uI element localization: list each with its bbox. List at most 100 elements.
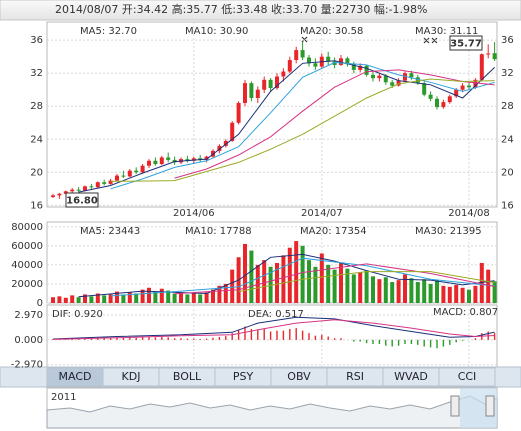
candle-body [89,186,94,188]
indicator-label: MA10: 17788 [185,226,252,237]
y-tick-label-right: 36 [501,35,514,46]
y-tick-label: -2.970 [11,360,43,371]
volume-bar [70,295,75,303]
volume-bar [83,294,87,303]
volume-bar [300,245,305,303]
volume-bar [63,297,68,303]
candle-body [396,80,401,86]
candle-body [83,186,87,191]
volume-bar [422,279,427,303]
volume-bar [127,292,132,303]
y-tick-label-right: 32 [501,68,514,79]
y-tick-label: 0 [37,298,43,309]
candle-body [108,180,113,184]
candle-body [268,79,273,89]
volume-bar [76,297,81,303]
candle-body [383,75,388,83]
candle-body [281,71,286,77]
candle-body [255,89,260,98]
indicator-line [110,78,495,182]
volume-bar [403,274,407,303]
annotation: 35.77 [450,39,482,50]
volume-bar [339,262,343,303]
indicator-line [174,263,495,295]
volume-bar [447,286,452,303]
tab-label[interactable]: CCI [458,370,477,383]
candle-body [300,50,305,58]
candle-body [127,170,132,177]
volume-bar [102,295,107,303]
candle-body [230,122,235,141]
candle-body [185,159,190,161]
tab-label[interactable]: RSI [346,370,364,383]
candle-body [153,160,158,165]
tab-label[interactable]: KDJ [122,370,141,383]
tab-label[interactable]: PSY [233,370,254,383]
y-tick-label: 32 [30,68,43,79]
candle-body [249,83,254,98]
candle-body [275,76,279,89]
header-title: 2014/08/07 开:34.42 高:35.77 低:33.48 收:33.… [55,2,428,16]
indicator-label: MA30: 31.11 [415,26,478,37]
header-bar [0,0,521,21]
tab-label[interactable]: MACD [59,370,92,383]
candle-body [479,54,484,80]
indicator-line [110,257,495,297]
volume-bar [147,287,151,303]
volume-bar [191,293,196,303]
x-tick-label: 2014/07 [301,208,343,219]
candle-body [51,195,55,198]
volume-bar [230,269,235,303]
tab-label[interactable]: WVAD [394,370,428,383]
candle-body [95,182,100,188]
volume-bar [415,282,420,303]
volume-bar [486,269,491,303]
candle-body [409,73,414,78]
volume-bar [57,296,62,303]
candle-body [364,65,369,75]
candle-body [460,85,465,90]
y-tick-label-right: 20 [501,167,514,178]
volume-bar [371,276,375,303]
volume-bar [364,270,369,303]
y-tick-label: 36 [30,35,43,46]
indicator-label: DIF: 0.920 [52,309,103,320]
indicator-line [238,271,495,293]
candle-body [236,102,241,123]
candle-body [435,98,439,108]
volume-bar [89,296,94,303]
candle-body [57,193,62,196]
x-tick-label: 2014/06 [173,208,215,219]
volume-bar [313,266,318,303]
volume-bar [287,247,292,303]
volume-bar [351,274,356,303]
y-tick-label: 28 [30,101,43,112]
candle-body [486,53,491,55]
tab-label[interactable]: OBV [287,370,311,383]
tab[interactable] [438,367,496,387]
candle-body [134,170,139,173]
candle-body [441,102,446,108]
tab-bar: MACD KDJ BOLL PSY OBV RSI WVAD CCI [0,366,521,388]
navigator-label: 2011 [51,392,76,403]
tab-label[interactable]: BOLL [173,370,202,383]
y-tick-label-right: 28 [501,101,514,112]
volume-bar [345,268,350,303]
volume-bar [383,277,388,303]
volume-bar [179,292,183,303]
price-frame [46,21,498,208]
candle-body [447,96,452,103]
volume-bar [390,282,395,303]
y-tick-label: 80000 [11,222,43,233]
indicator-line [52,319,495,340]
indicator-label: MA30: 21395 [415,226,482,237]
volume-bar [332,269,337,303]
volume-bar [153,291,158,303]
volume-bar [307,260,311,303]
volume-bar [185,294,190,303]
candle-body [422,83,427,95]
volume-bar [262,260,267,303]
volume-bar [204,292,209,303]
candle-body [358,65,363,70]
